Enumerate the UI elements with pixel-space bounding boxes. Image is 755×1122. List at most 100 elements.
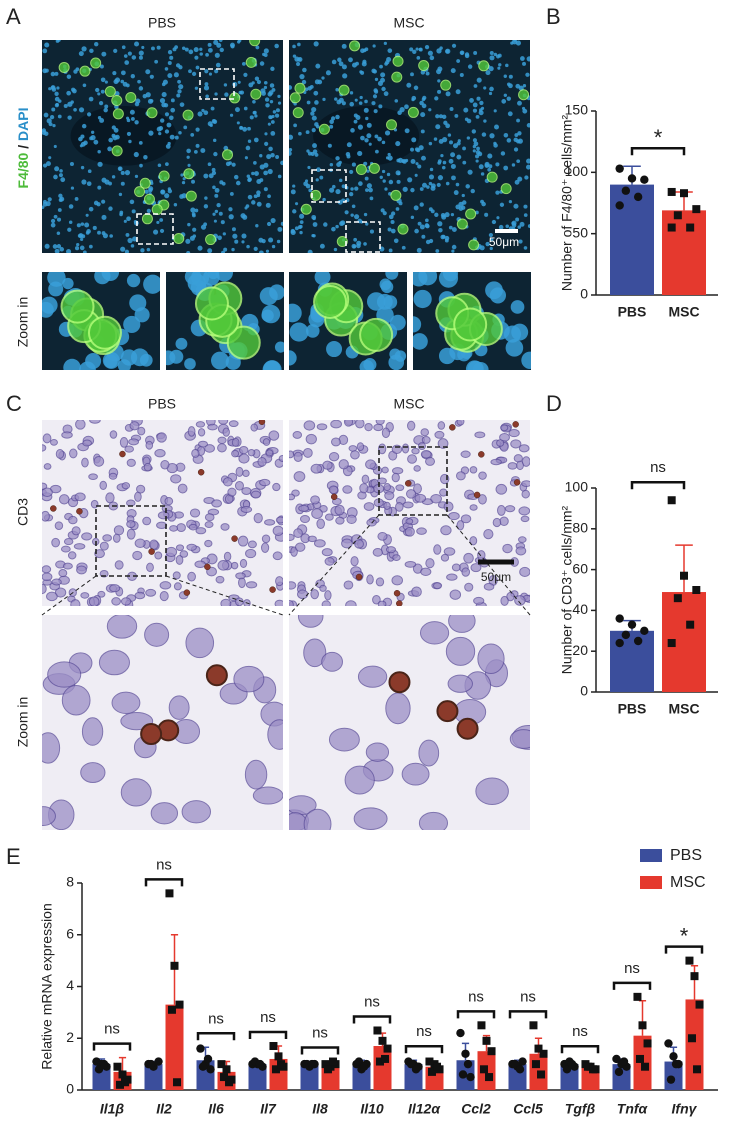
nucleus <box>157 163 162 167</box>
zoom-box <box>95 505 167 577</box>
cell <box>126 528 136 540</box>
nucleus <box>523 204 528 209</box>
cd3-cell <box>330 493 338 501</box>
cell <box>160 459 170 470</box>
nucleus <box>271 244 276 249</box>
nucleus <box>469 98 474 103</box>
nucleus <box>170 107 176 113</box>
nucleus <box>174 135 179 140</box>
nucleus <box>204 82 209 86</box>
cell <box>463 552 474 564</box>
nucleus <box>472 108 478 113</box>
nucleus <box>234 239 239 244</box>
nucleus <box>461 193 465 198</box>
cell <box>383 501 391 510</box>
macrophage <box>355 164 367 176</box>
data-point <box>692 205 701 214</box>
significance-label: ns <box>364 993 380 1010</box>
nucleus <box>165 162 169 166</box>
data-point <box>633 992 642 1001</box>
nucleus <box>50 85 56 91</box>
nucleus <box>420 129 425 134</box>
cell <box>204 444 215 453</box>
bar <box>165 1004 184 1090</box>
nucleus <box>89 48 94 54</box>
y-tick-label: 100 <box>565 479 589 495</box>
nucleus <box>289 151 292 156</box>
cell <box>145 440 154 450</box>
data-point <box>562 1065 572 1074</box>
nucleus <box>428 108 432 112</box>
nucleus <box>322 97 326 102</box>
nucleus <box>299 230 303 235</box>
nucleus <box>387 48 393 53</box>
nucleus <box>380 72 386 78</box>
nucleus <box>514 133 519 137</box>
cell <box>310 589 319 600</box>
nucleus <box>427 50 433 56</box>
nucleus <box>493 143 498 148</box>
nucleus <box>312 234 316 238</box>
micrograph <box>42 420 283 606</box>
nucleus <box>445 181 450 186</box>
nucleus <box>228 207 233 212</box>
nucleus <box>319 243 325 249</box>
nucleus <box>111 133 116 138</box>
nucleus <box>248 82 254 88</box>
nucleus <box>256 190 261 195</box>
nucleus <box>412 49 417 55</box>
data-point <box>640 175 649 184</box>
cell <box>356 442 365 452</box>
nucleus <box>444 235 450 241</box>
nucleus <box>263 81 268 85</box>
cell <box>58 569 68 578</box>
cell <box>230 561 239 570</box>
nucleus <box>488 66 494 72</box>
nucleus <box>203 222 208 227</box>
data-point <box>167 1005 176 1014</box>
nucleus <box>435 249 440 253</box>
nucleus <box>193 47 199 53</box>
nucleus <box>493 109 497 113</box>
nucleus <box>262 52 266 57</box>
macrophage <box>194 286 229 321</box>
cell <box>237 535 249 547</box>
nucleus <box>58 198 63 203</box>
nucleus <box>253 194 258 199</box>
nucleus <box>80 237 84 242</box>
nucleus <box>42 48 48 54</box>
cell <box>407 454 418 464</box>
nucleus <box>378 104 383 109</box>
nucleus <box>156 220 160 225</box>
cell <box>121 482 131 490</box>
cd3-cell <box>405 480 412 487</box>
nucleus <box>463 107 469 113</box>
nucleus <box>299 74 305 80</box>
nucleus <box>67 227 72 232</box>
nucleus <box>395 141 401 147</box>
cell <box>401 762 430 786</box>
nucleus <box>219 180 224 185</box>
cell <box>176 523 186 532</box>
cell <box>235 466 244 477</box>
bar <box>373 1046 392 1090</box>
nucleus <box>335 88 339 92</box>
nucleus <box>269 99 274 104</box>
cell <box>384 491 395 501</box>
cell <box>231 449 240 458</box>
cell <box>490 458 502 466</box>
nucleus <box>120 170 125 176</box>
data-point <box>619 1057 629 1066</box>
macrophage <box>183 168 195 180</box>
cell <box>111 691 141 714</box>
nucleus <box>495 190 500 195</box>
cell <box>510 439 522 449</box>
nucleus <box>299 224 303 229</box>
nucleus <box>466 136 471 140</box>
data-point <box>664 1039 673 1048</box>
nucleus <box>420 70 426 75</box>
nucleus <box>241 61 246 66</box>
macrophage <box>465 208 477 220</box>
nucleus <box>100 89 105 94</box>
nucleus <box>437 79 441 83</box>
